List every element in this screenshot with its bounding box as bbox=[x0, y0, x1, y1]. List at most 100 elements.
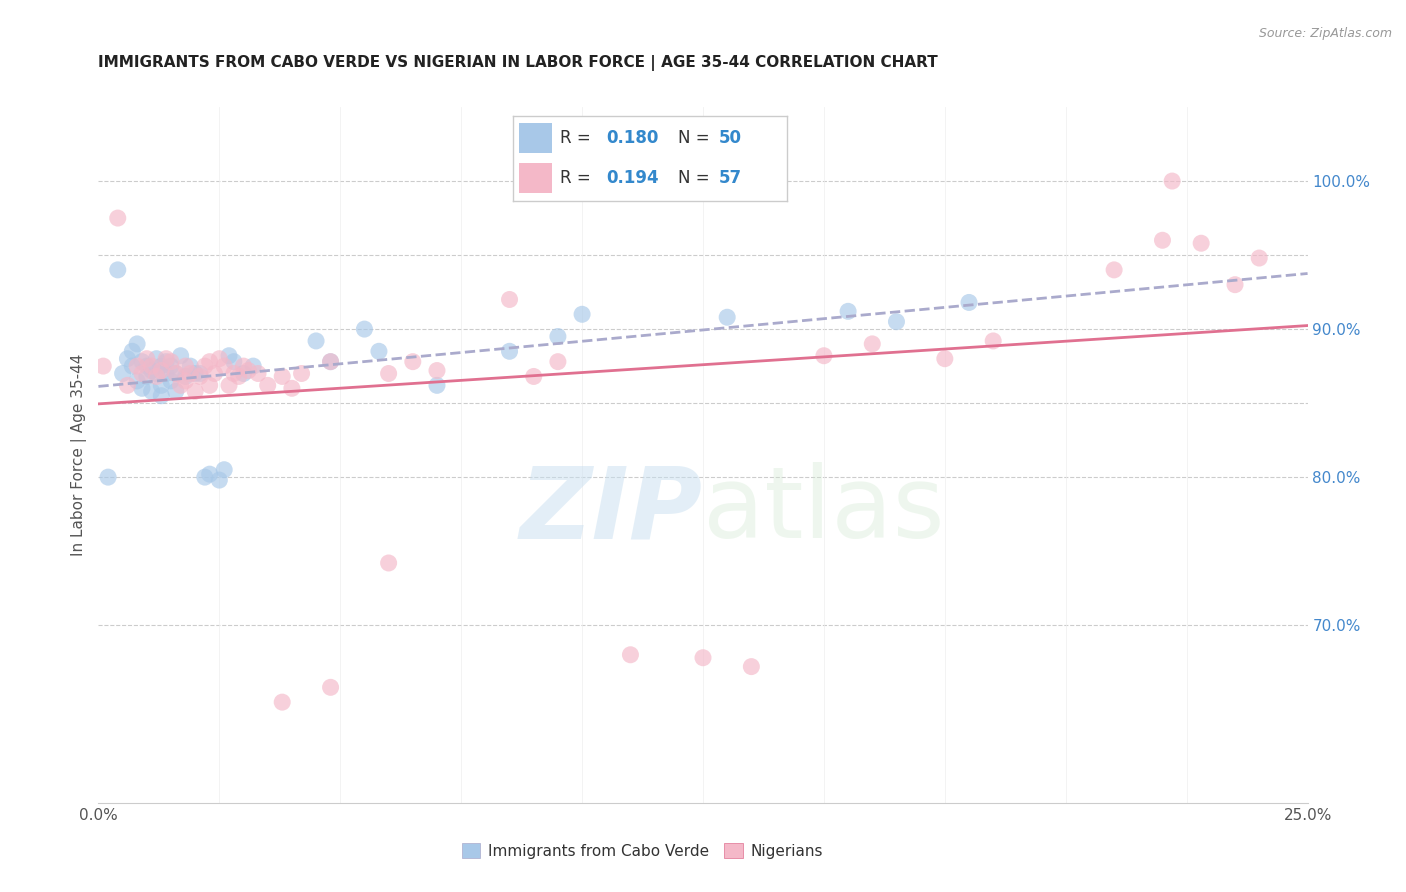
Point bbox=[184, 384, 207, 399]
Point bbox=[135, 359, 157, 373]
Point bbox=[169, 378, 191, 392]
Point bbox=[218, 349, 240, 363]
Text: N =: N = bbox=[678, 129, 714, 147]
Point bbox=[212, 359, 235, 373]
Point bbox=[188, 369, 211, 384]
Point bbox=[232, 359, 254, 373]
Point bbox=[290, 367, 312, 381]
Point bbox=[218, 378, 240, 392]
Point bbox=[353, 322, 375, 336]
Text: IMMIGRANTS FROM CABO VERDE VS NIGERIAN IN LABOR FORCE | AGE 35-44 CORRELATION CH: IMMIGRANTS FROM CABO VERDE VS NIGERIAN I… bbox=[98, 55, 938, 71]
Point bbox=[740, 659, 762, 673]
Point bbox=[1102, 263, 1125, 277]
Point bbox=[212, 463, 235, 477]
Point bbox=[165, 367, 187, 381]
Point bbox=[222, 367, 245, 381]
Point bbox=[150, 359, 173, 373]
Point bbox=[97, 470, 120, 484]
Point bbox=[860, 337, 883, 351]
Point bbox=[141, 384, 163, 399]
Point bbox=[1152, 233, 1174, 247]
Point bbox=[256, 378, 278, 392]
Point bbox=[169, 349, 191, 363]
Point bbox=[160, 374, 183, 388]
Point bbox=[238, 363, 260, 377]
Point bbox=[155, 354, 177, 368]
Point bbox=[222, 354, 245, 368]
Point bbox=[127, 359, 149, 373]
Text: ZIP: ZIP bbox=[520, 462, 703, 559]
Point bbox=[188, 367, 211, 381]
Point bbox=[194, 470, 217, 484]
Point bbox=[498, 293, 520, 307]
Point bbox=[232, 367, 254, 381]
Text: 0.180: 0.180 bbox=[606, 129, 659, 147]
Text: Source: ZipAtlas.com: Source: ZipAtlas.com bbox=[1258, 27, 1392, 40]
Legend: Immigrants from Cabo Verde, Nigerians: Immigrants from Cabo Verde, Nigerians bbox=[456, 837, 830, 864]
Point bbox=[319, 354, 342, 368]
Point bbox=[1161, 174, 1184, 188]
Point bbox=[523, 369, 546, 384]
Text: 57: 57 bbox=[718, 169, 742, 186]
Text: R =: R = bbox=[560, 169, 596, 186]
Point bbox=[886, 315, 908, 329]
Point bbox=[426, 363, 449, 377]
Text: atlas: atlas bbox=[703, 462, 945, 559]
Point bbox=[837, 304, 859, 318]
Point bbox=[1189, 236, 1212, 251]
Point bbox=[692, 650, 714, 665]
Point bbox=[281, 381, 304, 395]
Y-axis label: In Labor Force | Age 35-44: In Labor Force | Age 35-44 bbox=[72, 354, 87, 556]
Point bbox=[174, 369, 197, 384]
Point bbox=[179, 359, 201, 373]
Text: N =: N = bbox=[678, 169, 714, 186]
FancyBboxPatch shape bbox=[519, 123, 551, 153]
Point bbox=[198, 354, 221, 368]
Point bbox=[91, 359, 114, 373]
Point bbox=[228, 369, 250, 384]
Point bbox=[619, 648, 641, 662]
Point bbox=[305, 334, 328, 348]
Point bbox=[117, 351, 139, 366]
Point bbox=[174, 374, 197, 388]
Point bbox=[127, 374, 149, 388]
Point bbox=[165, 367, 187, 381]
Point bbox=[498, 344, 520, 359]
Point bbox=[127, 337, 149, 351]
Text: 50: 50 bbox=[718, 129, 742, 147]
Point bbox=[145, 351, 167, 366]
Point bbox=[117, 378, 139, 392]
Point bbox=[155, 351, 177, 366]
Point bbox=[135, 351, 157, 366]
Point bbox=[174, 359, 197, 373]
Point bbox=[107, 263, 129, 277]
Point bbox=[107, 211, 129, 225]
Point bbox=[150, 363, 173, 377]
Point bbox=[150, 389, 173, 403]
Point bbox=[426, 378, 449, 392]
Point bbox=[145, 367, 167, 381]
Point bbox=[571, 307, 593, 321]
Point bbox=[247, 367, 270, 381]
Point bbox=[141, 363, 163, 377]
Point bbox=[271, 695, 294, 709]
Point bbox=[1223, 277, 1246, 292]
Point bbox=[141, 359, 163, 373]
Point bbox=[547, 354, 569, 368]
Point bbox=[179, 367, 201, 381]
Point bbox=[131, 354, 153, 368]
Point bbox=[184, 367, 207, 381]
Point bbox=[150, 378, 173, 392]
Point bbox=[957, 295, 980, 310]
Point bbox=[547, 329, 569, 343]
Point bbox=[242, 359, 264, 373]
Point bbox=[198, 378, 221, 392]
Point bbox=[198, 467, 221, 482]
Text: 0.194: 0.194 bbox=[606, 169, 659, 186]
Point bbox=[981, 334, 1004, 348]
Point bbox=[135, 369, 157, 384]
Point bbox=[208, 351, 231, 366]
Point bbox=[208, 473, 231, 487]
Point bbox=[377, 367, 399, 381]
Point bbox=[1249, 251, 1271, 265]
